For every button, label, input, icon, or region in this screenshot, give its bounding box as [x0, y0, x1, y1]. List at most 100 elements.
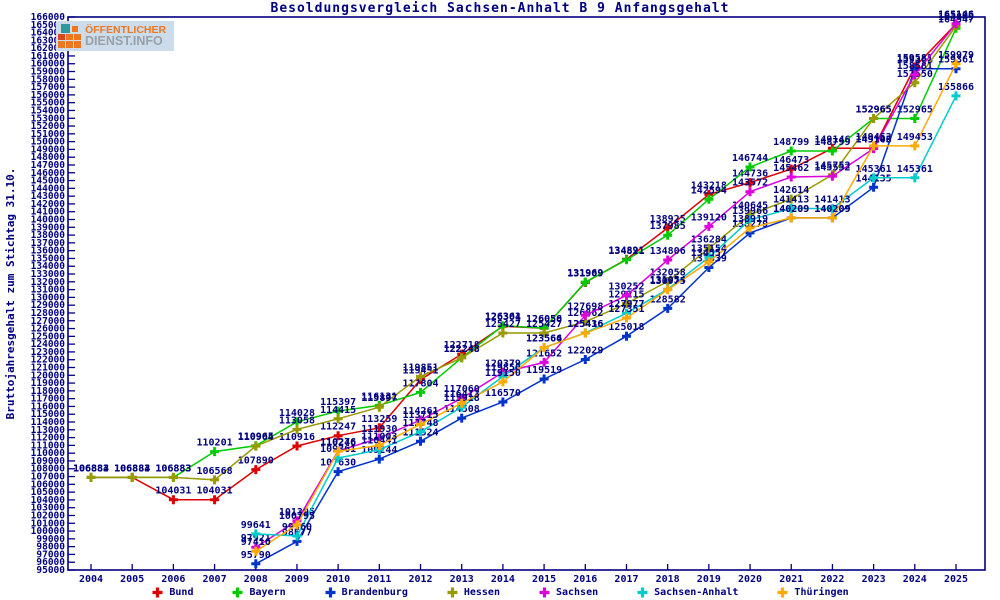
- point-label: 101305: [279, 507, 315, 518]
- point-label: 126361: [485, 312, 521, 323]
- x-tick-label: 2014: [491, 574, 515, 585]
- point-label: 104031: [155, 486, 191, 497]
- point-label: 122718: [444, 340, 480, 351]
- legend-item-bund: Bund: [151, 586, 193, 599]
- y-tick-label: 158000: [31, 74, 66, 85]
- x-tick-label: 2006: [161, 574, 185, 585]
- point-label: 143572: [732, 178, 768, 189]
- x-tick-label: 2025: [944, 574, 968, 585]
- point-label: 132058: [650, 267, 686, 278]
- point-label: 113259: [361, 414, 397, 425]
- y-tick-label: 163000: [31, 35, 66, 46]
- point-label: 125427: [526, 319, 562, 330]
- x-tick-label: 2020: [738, 574, 762, 585]
- legend-marker: [232, 587, 243, 598]
- point-label: 125427: [485, 319, 521, 330]
- point-label: 145752: [814, 161, 850, 172]
- y-tick-label: 139000: [31, 222, 66, 233]
- point-label: 143218: [691, 180, 727, 191]
- point-label: 141413: [773, 195, 809, 206]
- y-tick-label: 127000: [31, 316, 66, 327]
- legend-label: Thüringen: [794, 587, 849, 598]
- point-label: 136284: [691, 234, 727, 245]
- point-label: 110201: [197, 438, 233, 449]
- legend-label: Hessen: [463, 587, 500, 598]
- y-tick-label: 126000: [31, 324, 66, 335]
- y-tick-label: 147000: [31, 160, 66, 171]
- point-label: 122248: [444, 344, 480, 355]
- y-tick-label: 151000: [31, 129, 66, 140]
- y-tick-label: 150000: [31, 137, 66, 148]
- legend-item-brandenburg: Brandenburg: [324, 586, 408, 599]
- point-label: 110965: [238, 432, 274, 443]
- point-label: 110916: [279, 432, 315, 443]
- series-line: [255, 63, 957, 552]
- y-tick-label: 153000: [31, 113, 66, 124]
- y-tick-label: 166000: [31, 12, 66, 23]
- logo: ÖFFENTLICHER DIENST.INFO: [56, 21, 174, 51]
- point-label: 134806: [650, 246, 686, 257]
- point-label: 164849: [938, 12, 974, 23]
- legend-label: Brandenburg: [341, 587, 408, 598]
- y-tick-label: 115000: [31, 409, 66, 420]
- point-label: 106883: [73, 463, 109, 474]
- point-label: 110246: [320, 437, 356, 448]
- point-label: 117804: [402, 378, 438, 389]
- point-label: 148799: [773, 137, 809, 148]
- point-label: 106883: [114, 463, 150, 474]
- y-tick-label: 160000: [31, 59, 66, 70]
- point-label: 142614: [773, 185, 809, 196]
- point-label: 126050: [526, 314, 562, 325]
- x-tick-label: 2013: [450, 574, 474, 585]
- point-label: 111930: [361, 424, 397, 435]
- x-tick-label: 2008: [244, 574, 268, 585]
- point-label: 106883: [73, 463, 109, 474]
- point-label: 119850: [485, 362, 521, 373]
- x-tick-label: 2024: [903, 574, 927, 585]
- point-label: 106884: [73, 463, 109, 474]
- logo-text: ÖFFENTLICHER DIENST.INFO: [85, 24, 166, 48]
- point-label: 128582: [650, 294, 686, 305]
- point-label: 126304: [485, 312, 521, 323]
- point-label: 142594: [691, 185, 727, 196]
- y-tick-label: 164000: [31, 28, 66, 39]
- point-label: 146744: [732, 153, 768, 164]
- y-tick-label: 106000: [31, 479, 66, 490]
- point-label: 116413: [444, 389, 480, 400]
- legend-item-hessen: Hessen: [446, 586, 500, 599]
- point-label: 106884: [114, 463, 150, 474]
- point-label: 106883: [155, 463, 191, 474]
- point-label: 127351: [608, 304, 644, 315]
- point-label: 110904: [238, 432, 274, 443]
- y-tick-label: 107000: [31, 472, 66, 483]
- series-bund: 106884 106884 104031 104031 107890 110916 1122…: [73, 10, 974, 505]
- y-tick-label: 113000: [31, 425, 66, 436]
- point-label: 159979: [938, 50, 974, 61]
- point-label: 123566: [526, 334, 562, 345]
- series-thüringen: 97416 100795 110246 111003 113715 116413 11915…: [241, 50, 974, 556]
- y-tick-label: 145000: [31, 176, 66, 187]
- y-tick-label: 105000: [31, 487, 66, 498]
- point-label: 131969: [567, 268, 603, 279]
- x-tick-label: 2004: [79, 574, 103, 585]
- point-label: 125416: [567, 319, 603, 330]
- plot-frame: [67, 16, 986, 571]
- series-markers: [251, 19, 961, 552]
- x-tick-label: 2016: [573, 574, 597, 585]
- point-label: 125436: [567, 319, 603, 330]
- logo-icon: [58, 24, 81, 48]
- y-axis: 9500096000970009800099000100000101000102…: [31, 12, 75, 576]
- legend-marker: [325, 587, 336, 598]
- chart-title: Besoldungsvergleich Sachsen-Anhalt B 9 A…: [270, 1, 730, 16]
- y-tick-label: 121000: [31, 362, 66, 373]
- point-label: 139966: [732, 206, 768, 217]
- point-label: 165146: [938, 10, 974, 21]
- chart: 9500096000970009800099000100000101000102…: [4, 10, 986, 585]
- legend-marker: [777, 587, 788, 598]
- legend-label: Sachsen: [555, 587, 599, 598]
- series-line: [91, 25, 957, 481]
- y-tick-label: 124000: [31, 339, 66, 350]
- y-tick-label: 103000: [31, 503, 66, 514]
- point-label: 138919: [732, 214, 768, 225]
